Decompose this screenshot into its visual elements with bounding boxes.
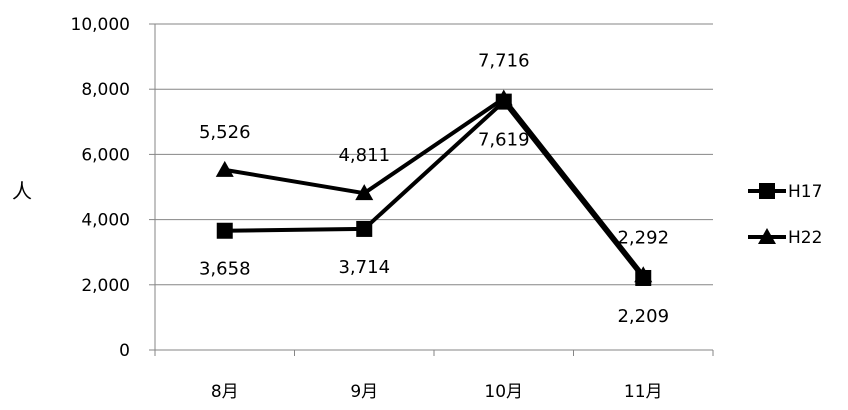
- tick-labels: 0 2,000 4,000 6,000 8,000 10,000 8月 9月 10月 11月: [71, 15, 663, 402]
- data-point: [634, 266, 653, 283]
- y-tick-label: 10,000: [71, 15, 130, 35]
- series-h17: [216, 93, 652, 286]
- legend-item-h17: H17: [748, 182, 822, 202]
- axes: [149, 23, 714, 356]
- y-tick-label: 2,000: [81, 276, 130, 296]
- y-axis-title: 人: [12, 179, 32, 203]
- legend-label: H22: [788, 228, 822, 248]
- data-label: 4,811: [338, 145, 390, 166]
- legend: H17 H22: [748, 182, 822, 248]
- x-tick-label: 11月: [624, 382, 663, 402]
- data-point: [494, 89, 513, 106]
- legend-marker: [759, 183, 775, 199]
- x-tick-label: 9月: [350, 382, 378, 402]
- series-h22: [215, 89, 653, 283]
- legend-label: H17: [788, 182, 822, 202]
- data-point: [215, 160, 234, 177]
- gridlines: [155, 23, 713, 286]
- data-label: 7,619: [478, 130, 530, 151]
- series-lines: [215, 89, 653, 286]
- data-point: [356, 220, 373, 237]
- data-label: 2,209: [617, 306, 669, 327]
- data-point: [216, 222, 233, 239]
- y-tick-label: 6,000: [81, 145, 130, 165]
- legend-item-h22: H22: [748, 228, 822, 248]
- data-label: 2,292: [617, 227, 669, 248]
- y-tick-label: 8,000: [81, 80, 130, 100]
- legend-marker: [758, 228, 776, 244]
- y-tick-label: 4,000: [81, 211, 130, 231]
- x-tick-label: 10月: [484, 382, 523, 402]
- data-label: 3,658: [199, 259, 251, 280]
- data-labels: 3,658 3,714 7,619 2,209 5,526 4,811 7,716 2,292: [199, 50, 669, 327]
- x-tick-label: 8月: [211, 382, 239, 402]
- data-label: 7,716: [478, 50, 530, 71]
- data-label: 3,714: [338, 257, 390, 278]
- data-label: 5,526: [199, 122, 251, 143]
- data-point: [355, 184, 374, 201]
- series-line: [224, 96, 645, 277]
- y-tick-label: 0: [119, 341, 130, 361]
- series-line: [224, 99, 645, 280]
